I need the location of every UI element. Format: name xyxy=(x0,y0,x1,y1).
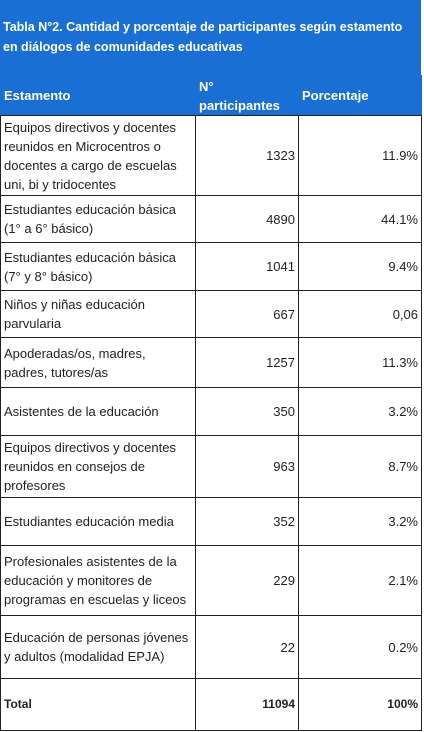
number-cell: 667 xyxy=(195,290,299,338)
label-cell: Estudiantes educación básica (1° a 6° bá… xyxy=(0,195,196,243)
number-cell: 11.9% xyxy=(298,115,422,196)
label-cell: Equipos directivos y docentes reunidos e… xyxy=(0,115,196,196)
number-cell: 350 xyxy=(195,387,299,436)
table-row: Profesionales asistentes de la educación… xyxy=(0,545,422,616)
table-row: Estudiantes educación básica (1° a 6° bá… xyxy=(0,195,422,243)
number-cell: 229 xyxy=(195,545,299,616)
number-cell: 4890 xyxy=(195,195,299,243)
label-cell: Profesionales asistentes de la educación… xyxy=(0,545,196,616)
table-row: Estudiantes educación media 352 3.2% xyxy=(0,497,422,546)
number-cell: 9.4% xyxy=(298,242,422,291)
label-cell: Asistentes de la educación xyxy=(0,387,196,436)
total-number: 100% xyxy=(298,678,422,731)
number-cell: 8.7% xyxy=(298,435,422,498)
label-cell: Estudiantes educación media xyxy=(0,497,196,546)
label-cell: Educación de personas jóvenes y adultos … xyxy=(0,615,196,679)
number-cell: 44.1% xyxy=(298,195,422,243)
number-cell: 1257 xyxy=(195,337,299,388)
column-header: Porcentaje xyxy=(298,75,422,116)
label-cell: Niños y niñas educación parvularia xyxy=(0,290,196,338)
number-cell: 0.2% xyxy=(298,615,422,679)
label-cell: Apoderadas/os, madres, padres, tutores/a… xyxy=(0,337,196,388)
header-row: Estamento N° participantes Porcentaje xyxy=(0,75,422,116)
number-cell: 22 xyxy=(195,615,299,679)
table-row: Equipos directivos y docentes reunidos e… xyxy=(0,115,422,196)
label-cell: Equipos directivos y docentes reunidos e… xyxy=(0,435,196,498)
data-table: Estamento N° participantes Porcentaje Equi… xyxy=(0,75,422,731)
table-row: Apoderadas/os, madres, padres, tutores/a… xyxy=(0,337,422,388)
number-cell: 3.2% xyxy=(298,497,422,546)
total-row: Total 11094 100% xyxy=(0,678,422,731)
number-cell: 963 xyxy=(195,435,299,498)
table-row: Equipos directivos y docentes reunidos e… xyxy=(0,435,422,498)
table-row: Educación de personas jóvenes y adultos … xyxy=(0,615,422,679)
total-label: Total xyxy=(0,678,196,731)
number-cell: 0,06 xyxy=(298,290,422,338)
number-cell: 11.3% xyxy=(298,337,422,388)
number-cell: 2.1% xyxy=(298,545,422,616)
total-number: 11094 xyxy=(195,678,299,731)
table-row: Niños y niñas educación parvularia 667 0,0… xyxy=(0,290,422,338)
table-row: Estudiantes educación básica (7° y 8° bá… xyxy=(0,242,422,291)
number-cell: 1041 xyxy=(195,242,299,291)
column-header: Estamento xyxy=(0,75,196,116)
number-cell: 3.2% xyxy=(298,387,422,436)
number-cell: 352 xyxy=(195,497,299,546)
table-row: Asistentes de la educación 350 3.2% xyxy=(0,387,422,436)
label-cell: Estudiantes educación básica (7° y 8° bá… xyxy=(0,242,196,291)
column-header: N° participantes xyxy=(195,75,299,116)
table-title: Tabla N°2. Cantidad y porcentaje de part… xyxy=(0,0,421,75)
number-cell: 1323 xyxy=(195,115,299,196)
